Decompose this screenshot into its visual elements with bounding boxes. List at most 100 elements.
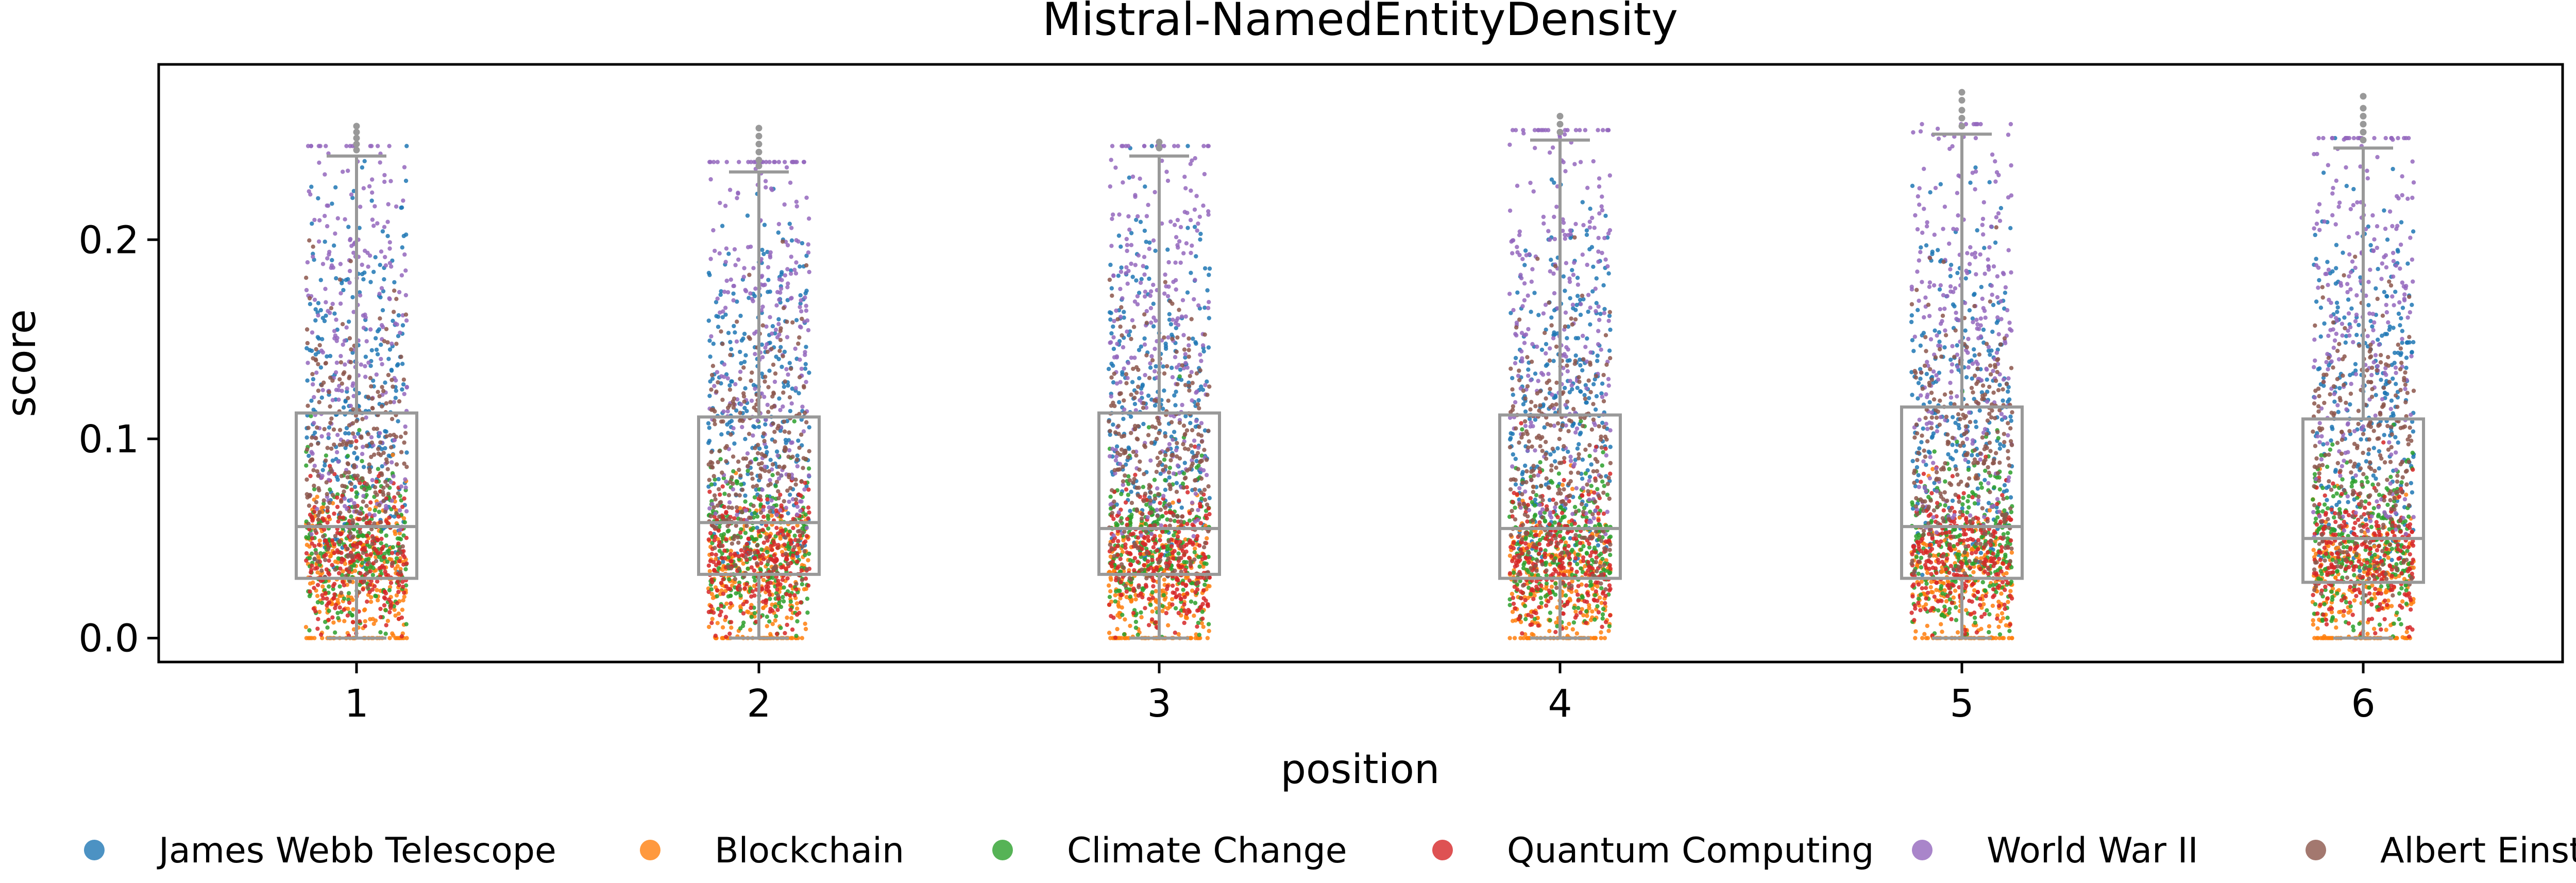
strip-point	[364, 482, 369, 487]
strip-point	[343, 431, 348, 436]
strip-point	[1142, 472, 1146, 477]
strip-point	[404, 465, 409, 469]
strip-point	[779, 565, 784, 570]
strip-point	[348, 360, 353, 365]
strip-points-position-1	[303, 144, 409, 640]
strip-point	[404, 622, 409, 626]
strip-point	[767, 505, 771, 510]
strip-point	[1151, 301, 1156, 306]
strip-point	[1549, 258, 1553, 262]
strip-point	[1131, 450, 1136, 454]
strip-point	[1549, 315, 1554, 320]
strip-point	[1158, 501, 1162, 505]
strip-point	[1114, 308, 1118, 313]
strip-point	[313, 430, 317, 435]
strip-point	[379, 536, 384, 541]
strip-point	[795, 551, 800, 556]
strip-point	[803, 295, 807, 300]
strip-point	[1108, 184, 1112, 189]
strip-point	[1146, 202, 1150, 207]
strip-point	[398, 330, 402, 335]
strip-point	[312, 297, 317, 302]
strip-point	[796, 239, 801, 244]
strip-point	[804, 567, 809, 572]
strip-point	[379, 286, 384, 291]
strip-point	[791, 553, 795, 558]
strip-point	[1155, 507, 1159, 512]
strip-point	[399, 206, 403, 210]
strip-point	[1121, 345, 1126, 350]
strip-point	[348, 531, 353, 536]
strip-point	[1204, 457, 1209, 462]
strip-point	[1107, 602, 1112, 607]
strip-point	[347, 569, 351, 574]
strip-point	[1148, 293, 1153, 298]
strip-point	[1199, 490, 1204, 495]
strip-point	[1153, 426, 1158, 430]
strip-point	[799, 309, 804, 314]
strip-point	[709, 604, 714, 609]
strip-point	[338, 511, 343, 515]
strip-point	[715, 588, 720, 593]
strip-point	[807, 551, 811, 556]
strip-point	[1146, 597, 1151, 601]
strip-point	[400, 607, 405, 612]
strip-point	[732, 441, 737, 446]
strip-point	[1138, 552, 1143, 556]
strip-point	[354, 456, 359, 461]
strip-point	[1195, 228, 1199, 233]
strip-point	[398, 550, 403, 555]
strip-point	[319, 568, 324, 573]
strip-point	[392, 310, 396, 314]
strip-point	[760, 487, 765, 492]
strip-point	[361, 277, 366, 282]
strip-point	[307, 544, 312, 549]
strip-point	[776, 489, 781, 494]
strip-point	[1192, 207, 1197, 212]
strip-point	[332, 542, 337, 547]
strip-point	[371, 536, 376, 540]
strip-point	[1159, 567, 1164, 571]
strip-point	[1588, 207, 1592, 211]
strip-point	[1139, 516, 1144, 521]
strip-point	[1177, 374, 1182, 379]
strip-point	[726, 331, 731, 335]
strip-point	[373, 618, 378, 623]
strip-point	[1112, 499, 1116, 504]
strip-point	[370, 190, 375, 195]
strip-point	[332, 511, 336, 516]
strip-point	[1529, 310, 1533, 314]
strip-point	[329, 306, 334, 311]
strip-point	[393, 636, 398, 640]
strip-point	[781, 239, 785, 244]
strip-point	[727, 403, 732, 408]
strip-point	[1126, 144, 1131, 148]
strip-point	[789, 616, 794, 621]
strip-point	[1184, 241, 1189, 246]
strip-point	[767, 592, 772, 597]
strip-point	[388, 433, 393, 438]
strip-point	[756, 529, 761, 534]
strip-point	[723, 305, 728, 310]
strip-point	[727, 605, 733, 610]
strip-point	[1162, 371, 1167, 376]
strip-point	[804, 380, 808, 384]
strip-point	[370, 405, 375, 411]
strip-point	[1162, 597, 1167, 602]
strip-point	[384, 496, 388, 501]
strip-point	[348, 443, 353, 448]
strip-point	[1596, 543, 1601, 548]
strip-point	[1148, 603, 1153, 607]
strip-point	[1202, 582, 1207, 587]
strip-point	[383, 254, 387, 260]
strip-point	[722, 290, 727, 294]
strip-point	[1188, 421, 1193, 426]
strip-point	[322, 427, 327, 432]
strip-point	[794, 582, 799, 586]
strip-point	[1106, 367, 1111, 371]
strip-point	[1182, 347, 1187, 352]
strip-point	[1136, 384, 1141, 389]
strip-point	[1563, 288, 1567, 293]
strip-point	[352, 473, 357, 478]
strip-point	[359, 435, 364, 440]
